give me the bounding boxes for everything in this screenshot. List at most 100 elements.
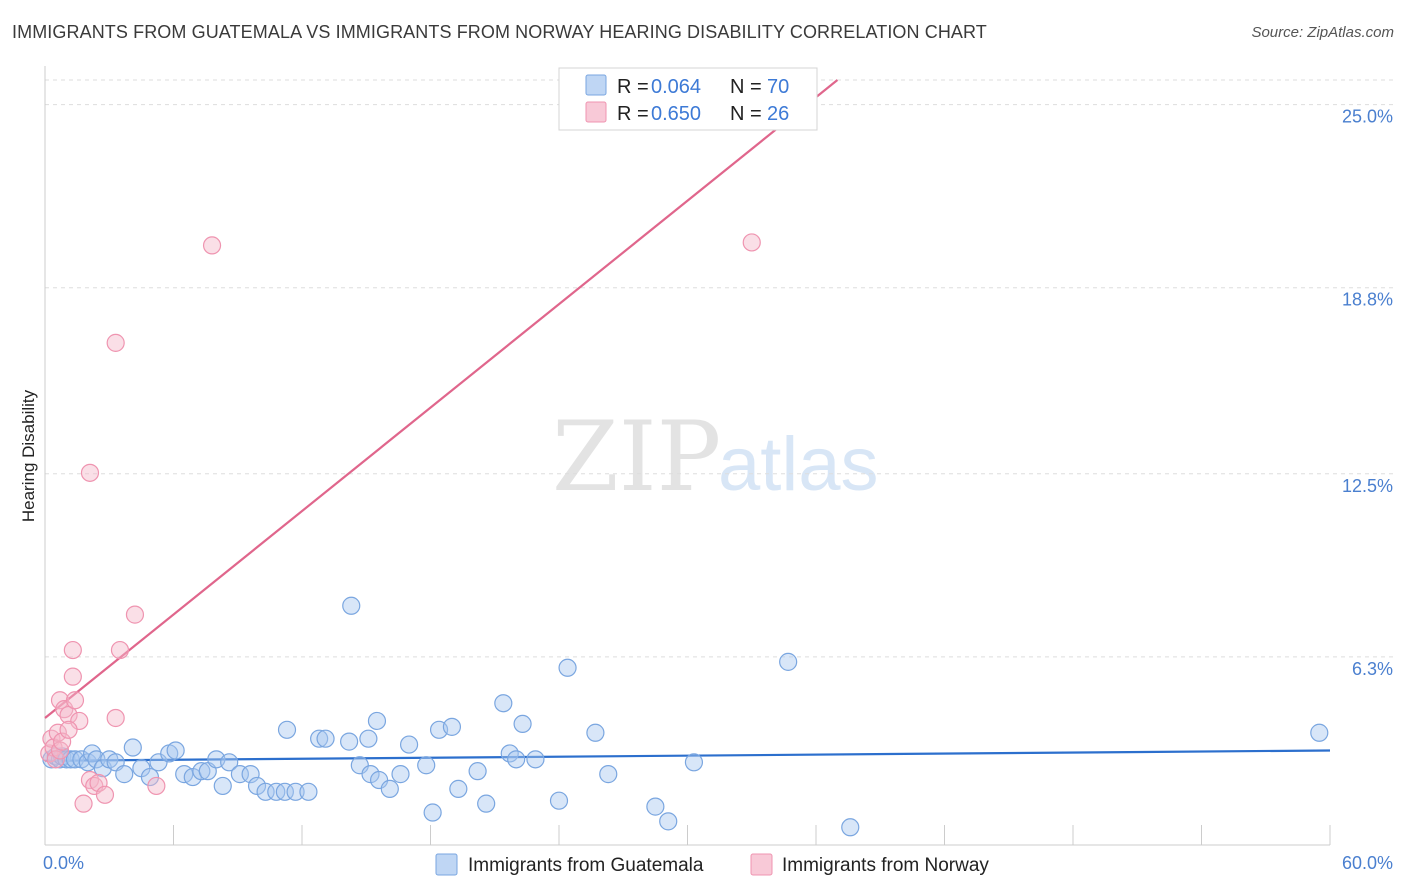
point-guatemala [192,762,211,781]
y-tick-label: 12.5% [1342,476,1393,496]
point-norway [53,732,72,751]
point-guatemala [275,782,294,801]
point-guatemala [342,596,361,615]
point-norway [89,773,108,793]
point-guatemala [299,782,318,801]
y-tick-label: 25.0% [1342,107,1393,127]
point-guatemala [359,729,378,748]
point-norway [202,236,222,255]
x-tick-label-min: 0.0% [43,853,84,873]
point-norway [106,333,125,352]
point-norway [63,640,82,660]
point-guatemala [340,732,359,751]
watermark-zip: ZIP [552,401,721,513]
point-guatemala [166,741,185,760]
source-note: Source: ZipAtlas.com [1251,24,1394,41]
point-guatemala [123,738,142,757]
legend-r-label-2: R = [617,103,649,125]
point-norway [742,233,761,252]
point-guatemala [87,750,106,769]
series-guatemala-points [42,596,1329,837]
legend-r-label-1: R = [617,76,649,98]
watermark-atlas: atlas [718,422,879,507]
point-guatemala [316,729,335,748]
point-norway [48,723,67,742]
point-guatemala [1310,723,1329,742]
point-guatemala [220,753,239,772]
legend-n-value-2: 26 [767,103,789,125]
series-legend-swatch-guatemala [435,853,458,876]
point-norway [106,708,125,728]
point-norway [63,667,82,686]
series-norway-points [40,233,761,813]
point-guatemala [423,803,442,822]
watermark: ZIP atlas [552,401,879,513]
point-guatemala [646,797,665,816]
x-tick-labels: 0.0% 60.0% [43,853,1393,873]
axes [44,66,1331,846]
series-legend: Immigrants from Guatemala Immigrants fro… [435,853,989,876]
point-guatemala [468,762,487,781]
point-guatemala [779,652,798,671]
point-guatemala [241,765,260,784]
point-guatemala [494,694,513,713]
point-guatemala [256,782,275,801]
point-guatemala [526,750,545,769]
correlation-legend: R = 0.064 N = 70 R = 0.650 N = 26 [558,67,818,131]
point-norway [46,750,65,769]
legend-n-label-1: N = [730,76,762,98]
point-norway [74,794,93,813]
point-guatemala [549,791,569,810]
point-guatemala [230,765,249,784]
point-guatemala [417,756,436,775]
point-guatemala [115,765,134,784]
gridlines [45,79,1395,658]
trend-line-norway [44,79,839,719]
point-guatemala [558,658,577,677]
point-guatemala [442,717,462,736]
point-guatemala [477,794,496,813]
trend-line-guatemala [44,749,1331,762]
y-tick-labels: 6.3% 12.5% 18.8% 25.0% [1342,107,1393,679]
x-tick-label-max: 60.0% [1342,853,1393,873]
point-norway [80,463,100,482]
point-norway [125,605,145,624]
point-guatemala [140,767,160,787]
y-tick-label: 6.3% [1352,659,1393,679]
point-norway [110,640,130,660]
point-norway [65,691,85,710]
legend-n-value-1: 70 [767,76,789,98]
point-guatemala [841,818,860,837]
series-legend-label-norway: Immigrants from Norway [782,855,989,876]
point-guatemala [399,735,419,754]
point-norway [59,720,78,739]
legend-swatch-guatemala [585,74,607,96]
point-guatemala [513,714,532,733]
series-legend-label-guatemala: Immigrants from Guatemala [468,855,704,876]
series-legend-swatch-norway [750,853,773,876]
chart-title: IMMIGRANTS FROM GUATEMALA VS IMMIGRANTS … [12,22,987,42]
point-guatemala [277,720,297,739]
point-guatemala [599,765,618,784]
point-norway [50,741,70,760]
y-axis-label: Hearing Disability [19,389,38,522]
point-guatemala [380,779,399,798]
point-guatemala [213,776,232,796]
legend-r-value-1: 0.064 [651,76,701,98]
point-norway [95,785,115,804]
point-guatemala [507,750,526,769]
point-guatemala [659,812,678,831]
legend-r-value-2: 0.650 [651,103,701,125]
point-guatemala [310,729,329,748]
point-norway [50,691,70,710]
point-norway [147,776,166,796]
point-guatemala [449,779,468,798]
y-tick-label: 18.8% [1342,290,1393,310]
legend-n-label-2: N = [730,103,762,125]
point-guatemala [684,753,704,772]
legend-swatch-norway [585,101,607,123]
point-guatemala [586,723,605,742]
point-guatemala [367,711,387,731]
point-guatemala [391,765,410,784]
